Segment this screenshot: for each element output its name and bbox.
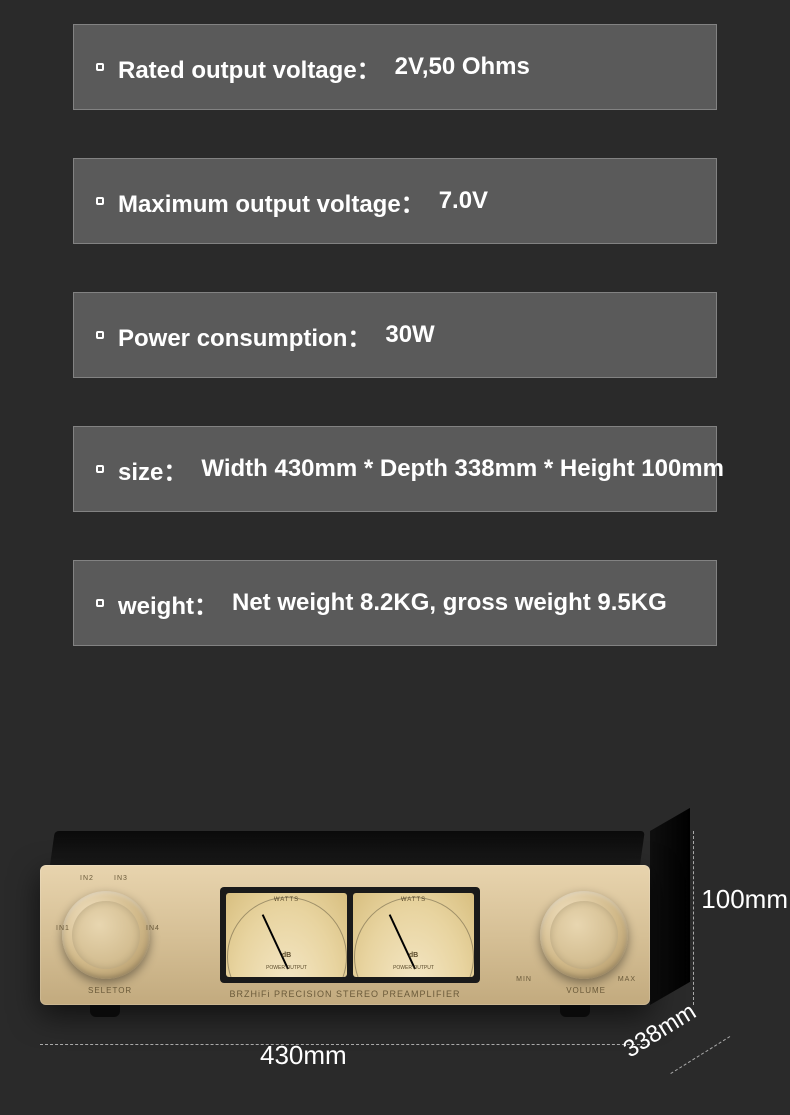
vu-meter-left: WATTS dB POWER OUTPUT bbox=[226, 893, 347, 977]
meter-power-label: POWER OUTPUT bbox=[226, 965, 347, 971]
spec-label: Power consumption： bbox=[118, 318, 371, 353]
chassis-front: IN1 IN2 IN3 IN4 SELETOR WATTS dB POWER O… bbox=[40, 865, 650, 1005]
spec-value: Net weight 8.2KG, gross weight 9.5KG bbox=[232, 589, 667, 617]
chassis-side bbox=[650, 808, 690, 1005]
dimension-line-depth bbox=[670, 1036, 730, 1074]
input-label: IN3 bbox=[114, 875, 128, 882]
brand-text: BRZHiFi PRECISION STEREO PREAMPLIFIER bbox=[229, 989, 460, 999]
dimension-depth: 338mm bbox=[619, 998, 702, 1064]
bullet-icon bbox=[96, 599, 104, 607]
selector-label: SELETOR bbox=[88, 986, 132, 995]
spec-label: weight： bbox=[118, 586, 218, 621]
product-illustration: IN1 IN2 IN3 IN4 SELETOR WATTS dB POWER O… bbox=[0, 795, 790, 1115]
bullet-icon bbox=[96, 197, 104, 205]
bullet-icon bbox=[96, 331, 104, 339]
selector-knob bbox=[62, 891, 150, 979]
vu-meters: WATTS dB POWER OUTPUT WATTS dB POWER OUT… bbox=[220, 887, 480, 983]
chassis-foot bbox=[560, 1005, 590, 1017]
volume-label: VOLUME bbox=[566, 986, 606, 995]
chassis-foot bbox=[90, 1005, 120, 1017]
spec-row: Power consumption： 30W bbox=[73, 292, 717, 378]
vu-meter-right: WATTS dB POWER OUTPUT bbox=[353, 893, 474, 977]
bullet-icon bbox=[96, 465, 104, 473]
dimension-line-height bbox=[693, 831, 694, 1005]
spec-row: Rated output voltage： 2V,50 Ohms bbox=[73, 24, 717, 110]
chassis-top bbox=[50, 831, 645, 865]
spec-row: size： Width 430mm * Depth 338mm * Height… bbox=[73, 426, 717, 512]
dimension-height: 100mm bbox=[701, 884, 788, 915]
spec-label: size： bbox=[118, 452, 187, 487]
min-label: MIN bbox=[516, 976, 532, 983]
max-label: MAX bbox=[618, 976, 636, 983]
specs-list: Rated output voltage： 2V,50 Ohms Maximum… bbox=[0, 0, 790, 646]
spec-label: Rated output voltage： bbox=[118, 50, 381, 85]
spec-row: Maximum output voltage： 7.0V bbox=[73, 158, 717, 244]
dimension-width: 430mm bbox=[260, 1040, 347, 1071]
spec-value: 30W bbox=[385, 321, 434, 349]
input-label: IN4 bbox=[146, 925, 160, 932]
meter-db-label: dB bbox=[226, 952, 347, 959]
volume-knob bbox=[540, 891, 628, 979]
input-label: IN1 bbox=[56, 925, 70, 932]
spec-value: Width 430mm * Depth 338mm * Height 100mm bbox=[201, 455, 724, 483]
spec-value: 2V,50 Ohms bbox=[395, 53, 530, 81]
spec-label: Maximum output voltage： bbox=[118, 184, 425, 219]
spec-row: weight： Net weight 8.2KG, gross weight 9… bbox=[73, 560, 717, 646]
spec-value: 7.0V bbox=[439, 187, 488, 215]
meter-db-label: dB bbox=[353, 952, 474, 959]
meter-power-label: POWER OUTPUT bbox=[353, 965, 474, 971]
input-label: IN2 bbox=[80, 875, 94, 882]
bullet-icon bbox=[96, 63, 104, 71]
